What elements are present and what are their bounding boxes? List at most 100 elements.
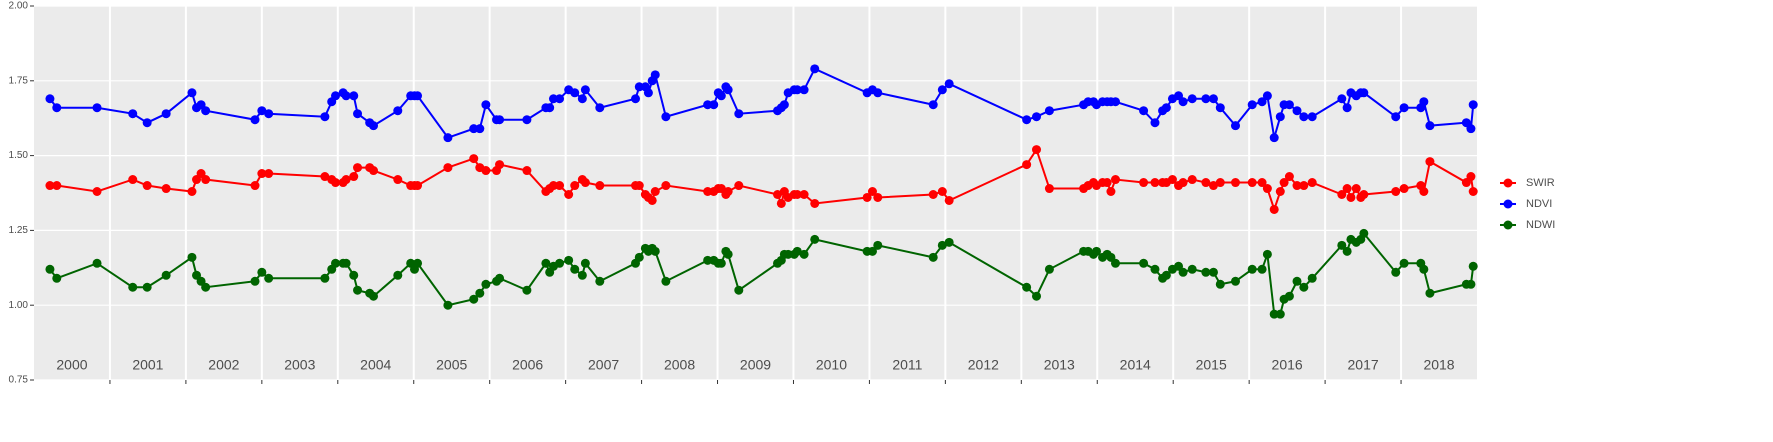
point — [187, 187, 197, 197]
point — [1044, 106, 1054, 116]
point — [349, 270, 359, 280]
point — [522, 166, 532, 176]
point — [1230, 276, 1240, 286]
point — [201, 282, 211, 292]
point — [564, 189, 574, 199]
point — [368, 121, 378, 131]
point — [52, 103, 62, 113]
point — [495, 115, 505, 125]
year-label: 2017 — [1348, 357, 1379, 373]
point — [353, 163, 363, 173]
year-label: 2018 — [1423, 357, 1454, 373]
point — [522, 115, 532, 125]
point — [1257, 264, 1267, 274]
point — [555, 258, 565, 268]
legend-label: SWIR — [1526, 177, 1555, 189]
year-label: 2013 — [1044, 357, 1075, 373]
point — [1466, 279, 1476, 289]
year-label: 2012 — [968, 357, 999, 373]
point — [723, 187, 733, 197]
point — [570, 88, 580, 98]
point — [1275, 187, 1285, 197]
point — [570, 181, 580, 191]
point — [1468, 100, 1478, 110]
point — [723, 85, 733, 95]
plot-background — [34, 6, 1477, 380]
point — [1215, 279, 1225, 289]
point — [1269, 204, 1279, 214]
point — [944, 79, 954, 89]
year-label: 2000 — [56, 357, 87, 373]
point — [142, 181, 152, 191]
point — [1110, 175, 1120, 185]
y-tick-label: 1.25 — [9, 225, 29, 236]
point — [201, 106, 211, 116]
point — [1292, 276, 1302, 286]
point — [349, 91, 359, 101]
point — [1257, 178, 1267, 188]
point — [1468, 187, 1478, 197]
point — [873, 192, 883, 202]
point — [937, 85, 947, 95]
point — [443, 300, 453, 310]
point — [1425, 157, 1435, 167]
point — [1022, 160, 1032, 170]
point — [368, 166, 378, 176]
point — [341, 175, 351, 185]
point — [1342, 103, 1352, 113]
point — [320, 172, 330, 182]
point — [937, 240, 947, 250]
point — [475, 288, 485, 298]
point — [257, 106, 267, 116]
point — [1346, 192, 1356, 202]
point — [331, 91, 341, 101]
point — [1161, 103, 1171, 113]
point — [595, 181, 605, 191]
year-label: 2006 — [512, 357, 543, 373]
point — [1161, 270, 1171, 280]
point — [776, 198, 786, 208]
point — [661, 181, 671, 191]
point — [92, 103, 102, 113]
point — [1230, 178, 1240, 188]
point — [580, 258, 590, 268]
point — [1247, 178, 1257, 188]
point — [709, 100, 719, 110]
point — [1425, 288, 1435, 298]
point — [1215, 103, 1225, 113]
point — [799, 189, 809, 199]
point — [481, 100, 491, 110]
point — [1262, 249, 1272, 259]
point — [481, 166, 491, 176]
point — [1247, 100, 1257, 110]
point — [650, 246, 660, 256]
point — [187, 252, 197, 262]
point — [257, 267, 267, 277]
point — [792, 189, 802, 199]
point — [1187, 94, 1197, 104]
point — [331, 178, 341, 188]
point — [1299, 181, 1309, 191]
point — [1092, 246, 1102, 256]
year-label: 2009 — [740, 357, 771, 373]
point — [264, 273, 274, 283]
point — [1262, 184, 1272, 194]
point — [1257, 97, 1267, 107]
point — [1466, 124, 1476, 134]
point — [1359, 88, 1369, 98]
point — [944, 195, 954, 205]
point — [495, 273, 505, 283]
point — [469, 154, 479, 164]
point — [1307, 178, 1317, 188]
y-tick-label: 0.75 — [9, 375, 29, 386]
point — [928, 189, 938, 199]
point — [555, 94, 565, 104]
point — [250, 181, 260, 191]
point — [353, 109, 363, 119]
point — [443, 133, 453, 143]
year-label: 2002 — [208, 357, 239, 373]
point — [1139, 106, 1149, 116]
point — [810, 64, 820, 74]
point — [128, 175, 138, 185]
